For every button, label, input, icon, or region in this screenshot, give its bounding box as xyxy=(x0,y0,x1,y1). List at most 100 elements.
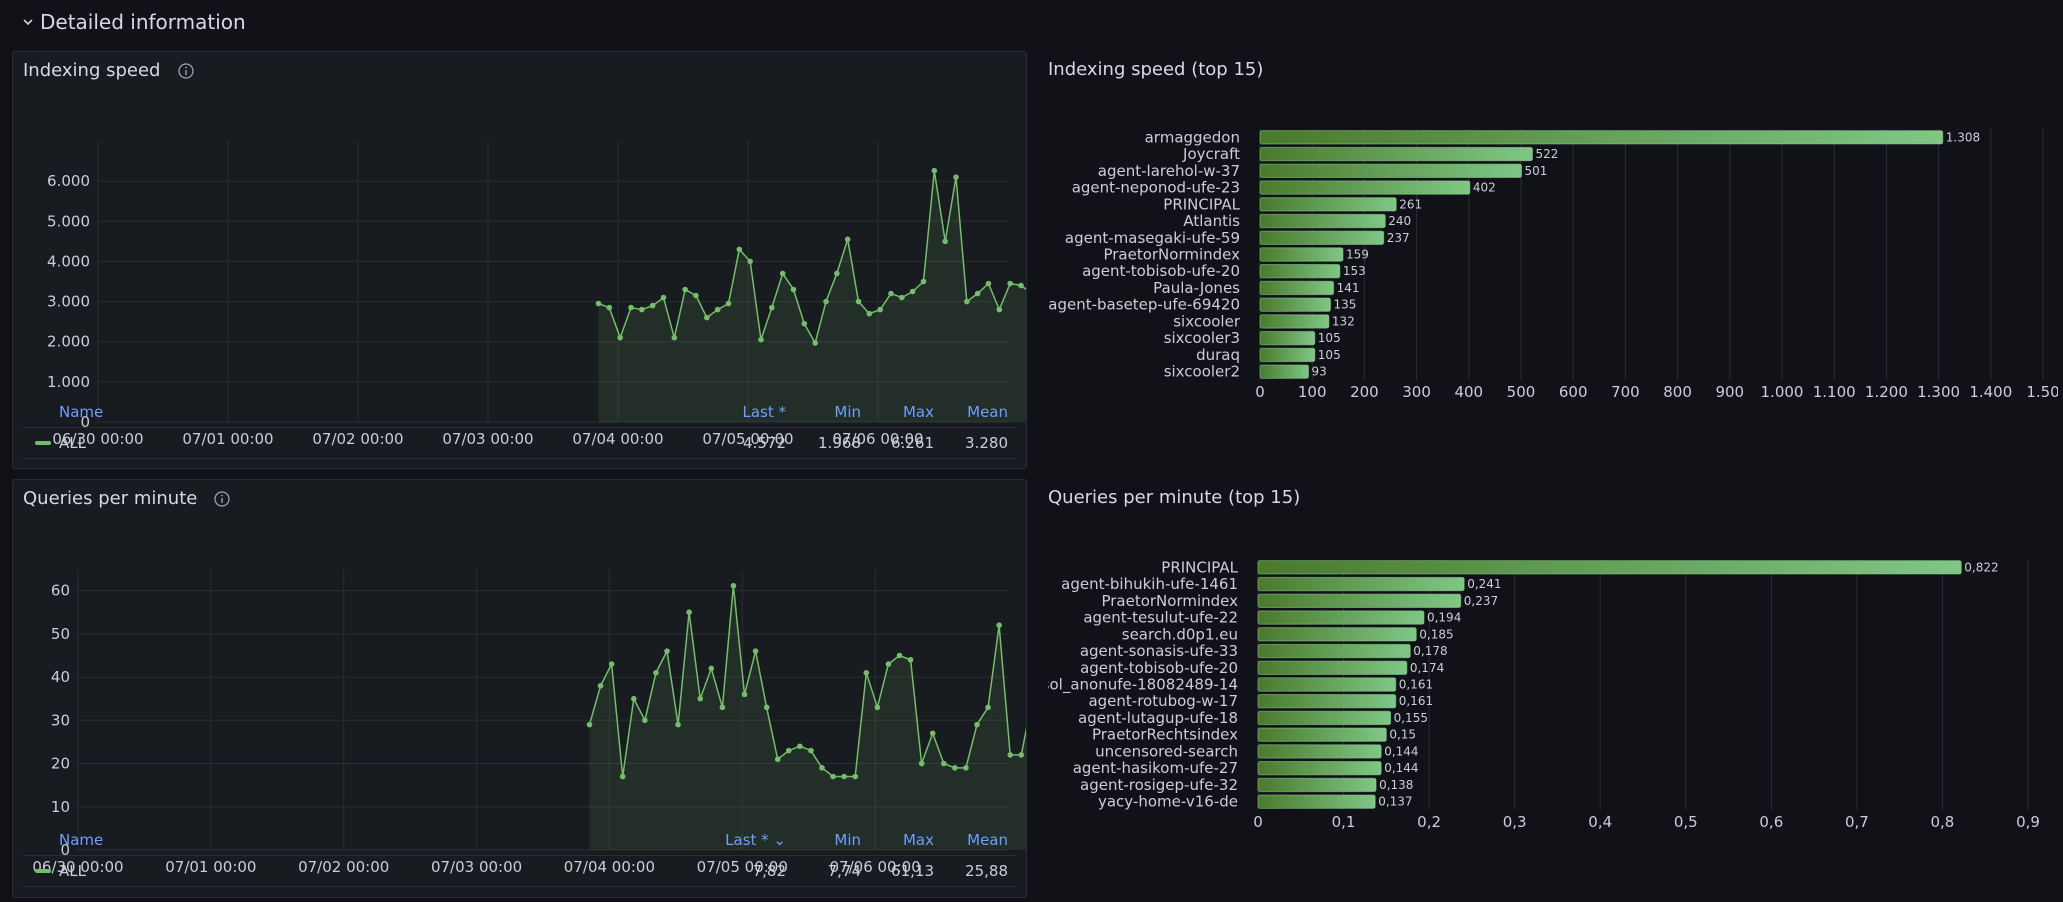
data-point xyxy=(940,760,947,767)
category-label: agent-basetep-ufe-69420 xyxy=(1048,296,1240,314)
legend-header-max[interactable]: Max xyxy=(902,831,934,849)
panel-title: Queries per minute xyxy=(23,488,198,509)
legend-header-min[interactable]: Min xyxy=(834,403,861,421)
data-point xyxy=(909,288,916,295)
series-area xyxy=(589,585,1026,850)
data-point xyxy=(834,270,840,277)
category-label: sixcooler3 xyxy=(1164,329,1240,347)
legend-header-name[interactable]: Name xyxy=(59,831,104,849)
bar xyxy=(1257,610,1425,625)
indexing-speed-legend: Name Last * Min Max Mean ALL 4.572 1.968… xyxy=(23,397,1016,459)
bar-value-label: 261 xyxy=(1399,197,1422,211)
data-point xyxy=(682,286,688,293)
data-point xyxy=(964,298,970,305)
panel-title: Queries per minute (top 15) xyxy=(1048,487,1301,508)
data-point xyxy=(693,292,699,299)
data-point xyxy=(606,304,613,311)
data-point xyxy=(996,622,1002,628)
bar-value-label: 105 xyxy=(1318,331,1341,345)
bar xyxy=(1257,660,1408,675)
data-point xyxy=(888,290,894,297)
bar xyxy=(1259,314,1330,329)
category-label: search.d0p1.eu xyxy=(1122,625,1238,643)
data-point xyxy=(899,294,905,301)
bar xyxy=(1257,710,1392,726)
bar-value-label: 0,161 xyxy=(1399,678,1433,692)
x-tick-label: 1.50 xyxy=(2026,383,2058,401)
data-point xyxy=(736,246,743,253)
data-point xyxy=(907,656,914,663)
bar xyxy=(1259,230,1385,245)
legend-header-last[interactable]: Last * xyxy=(742,403,786,421)
bar xyxy=(1257,727,1387,742)
data-point xyxy=(763,704,770,711)
category-label: sixcooler2 xyxy=(1164,363,1240,381)
bar xyxy=(1257,794,1376,809)
legend-header-min[interactable]: Min xyxy=(834,831,861,849)
data-point xyxy=(653,669,659,676)
data-point xyxy=(863,669,870,676)
category-label: agent-rotubog-w-17 xyxy=(1088,692,1238,710)
data-point xyxy=(649,302,656,309)
bar xyxy=(1259,297,1331,312)
data-point xyxy=(597,682,604,689)
category-label: PraetorRechtsindex xyxy=(1092,726,1238,744)
data-point xyxy=(617,334,623,341)
x-tick-label: 0,2 xyxy=(1417,813,1441,831)
x-tick-label: 07/05 00:00 xyxy=(702,430,793,448)
data-point xyxy=(642,717,648,724)
data-point xyxy=(774,756,781,763)
y-tick-label: 4.000 xyxy=(47,252,90,270)
legend-header-mean[interactable]: Mean xyxy=(967,831,1008,849)
legend-header-max[interactable]: Max xyxy=(902,403,934,421)
x-tick-label: 1.400 xyxy=(1969,383,2012,401)
bar-value-label: 0,178 xyxy=(1413,644,1447,658)
indexing-speed-top15-panel: Indexing speed (top 15) 0 100 200 300 400 500… xyxy=(1048,51,2058,469)
section-header-detailed-information[interactable]: Detailed information xyxy=(22,8,246,36)
category-label: Paula-Jones xyxy=(1153,279,1240,297)
data-point xyxy=(686,609,692,616)
info-icon[interactable] xyxy=(177,62,195,80)
bar xyxy=(1259,330,1316,346)
x-tick-label: 0,9 xyxy=(2016,813,2040,831)
category-label: agent-bihukih-ufe-1461 xyxy=(1061,575,1238,593)
info-icon[interactable] xyxy=(213,490,231,508)
bar xyxy=(1259,213,1386,229)
bar xyxy=(1259,347,1316,363)
x-tick-label: 0,7 xyxy=(1845,813,1869,831)
x-tick-label: 07/04 00:00 xyxy=(572,430,663,448)
data-point xyxy=(779,270,786,277)
data-point xyxy=(747,258,753,265)
data-point xyxy=(630,695,637,702)
series-area xyxy=(598,170,1026,422)
legend-row[interactable]: ALL 4.572 1.968 6.261 3.280 xyxy=(23,428,1016,459)
data-point xyxy=(586,721,593,728)
bar-value-label: 1.308 xyxy=(1946,130,1980,144)
legend-row[interactable]: ALL 7,82 7,74 61,13 25,88 xyxy=(23,856,1016,887)
series-color-swatch xyxy=(35,869,51,873)
data-point xyxy=(812,340,818,346)
y-tick-label: 60 xyxy=(51,582,70,600)
x-tick-label: 0,6 xyxy=(1759,813,1783,831)
chevron-down-icon xyxy=(23,19,33,26)
x-tick-label: 0 xyxy=(1255,383,1265,401)
x-tick-label: 1.100 xyxy=(1813,383,1856,401)
legend-header-mean[interactable]: Mean xyxy=(967,403,1008,421)
data-point xyxy=(730,582,737,589)
data-point xyxy=(758,336,764,343)
x-tick-label: 0,8 xyxy=(1931,813,1955,831)
data-point xyxy=(918,760,925,767)
data-point xyxy=(785,747,792,754)
data-point xyxy=(877,306,883,313)
bar xyxy=(1259,163,1523,179)
data-point xyxy=(660,294,667,301)
data-point xyxy=(725,300,732,307)
data-point xyxy=(619,773,626,780)
legend-header-last[interactable]: Last * ⌄ xyxy=(725,831,786,849)
panel-title: Indexing speed (top 15) xyxy=(1048,59,1264,80)
data-point xyxy=(855,298,862,305)
legend-header-name[interactable]: Name xyxy=(59,403,104,421)
bar-value-label: 0,185 xyxy=(1419,627,1453,641)
data-point xyxy=(920,278,927,285)
bar-value-label: 0,144 xyxy=(1384,761,1418,775)
